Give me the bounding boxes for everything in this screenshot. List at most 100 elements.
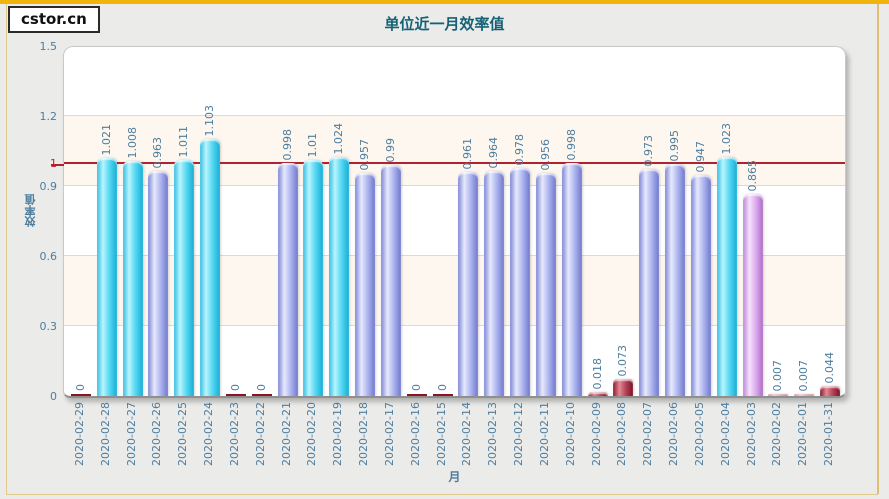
bar-2020-02-23 xyxy=(225,394,246,396)
bar-2020-02-20 xyxy=(303,160,324,396)
bar-value-label: 0.957 xyxy=(358,138,372,171)
x-tick-label: 2020-02-19 xyxy=(331,402,345,466)
bar-value-label: 0.007 xyxy=(771,359,785,392)
bar-2020-02-02 xyxy=(768,394,789,396)
bar-value-label: 1.01 xyxy=(306,132,320,158)
bar-value-label: 0 xyxy=(409,384,423,391)
bar-value-label: 1.103 xyxy=(203,104,217,137)
bar-2020-01-31 xyxy=(820,386,841,396)
bar-2020-02-19 xyxy=(329,157,350,396)
bar-value-label: 0 xyxy=(254,384,268,391)
y-tick-label: 0 xyxy=(50,390,57,403)
chart-panel: 0 1.021 1.008 0.963 1.011 1.103 0 0 0.998 1.01 1.0… xyxy=(63,46,846,398)
x-tick-label: 2020-02-05 xyxy=(692,402,706,466)
bar-2020-02-27 xyxy=(122,161,143,396)
bar-2020-02-03 xyxy=(742,194,763,396)
x-tick-label: 2020-02-03 xyxy=(744,402,758,466)
bar-value-label: 0.865 xyxy=(745,159,759,192)
cstor-logo[interactable]: cstor.cn xyxy=(8,6,100,33)
x-tick-label: 2020-02-26 xyxy=(150,402,164,466)
y-tick-label: 1 xyxy=(0,157,57,170)
bar-2020-02-15 xyxy=(432,394,453,396)
bar-value-label: 0 xyxy=(435,384,449,391)
bar-value-label: 1.021 xyxy=(99,123,113,156)
x-tick-label: 2020-02-17 xyxy=(382,402,396,466)
page-title: 单位近一月效率值 xyxy=(384,15,505,33)
grid-line xyxy=(64,185,845,186)
bar-2020-02-29 xyxy=(70,394,91,396)
plot-band xyxy=(64,116,845,186)
bar-2020-02-05 xyxy=(690,175,711,396)
bar-2020-02-14 xyxy=(458,172,479,396)
x-tick-label: 2020-02-12 xyxy=(512,402,526,466)
left-accent-line xyxy=(6,4,7,494)
x-tick-label: 2020-02-22 xyxy=(253,402,267,466)
plot-band xyxy=(64,256,845,326)
x-tick-label: 2020-02-15 xyxy=(434,402,448,466)
x-tick-label: 2020-01-31 xyxy=(822,402,836,466)
bar-2020-02-21 xyxy=(277,163,298,396)
bar-2020-02-22 xyxy=(251,394,272,396)
bottom-accent-line xyxy=(6,494,878,495)
x-tick-label: 2020-02-20 xyxy=(305,402,319,466)
grid-line xyxy=(64,255,845,256)
bar-value-label: 0.018 xyxy=(590,357,604,390)
x-tick-label: 2020-02-29 xyxy=(72,402,86,466)
y-tick-label: 0.3 xyxy=(39,320,58,333)
x-tick-label: 2020-02-09 xyxy=(589,402,603,466)
bar-2020-02-07 xyxy=(639,169,660,396)
bar-2020-02-17 xyxy=(380,165,401,396)
bar-2020-02-08 xyxy=(613,379,634,396)
grid-line xyxy=(64,115,845,116)
bar-value-label: 1.023 xyxy=(719,122,733,155)
x-tick-label: 2020-02-08 xyxy=(615,402,629,466)
bar-2020-02-01 xyxy=(794,394,815,396)
bar-value-label: 1.011 xyxy=(177,125,191,158)
bar-value-label: 0.963 xyxy=(151,136,165,169)
bar-value-label: 0.998 xyxy=(564,128,578,161)
x-axis-title: 月 xyxy=(448,470,461,484)
bar-2020-02-04 xyxy=(716,157,737,396)
bar-value-label: 0.956 xyxy=(538,138,552,171)
bar-2020-02-12 xyxy=(510,168,531,396)
y-tick-label: 1.2 xyxy=(39,110,58,123)
reference-tick xyxy=(51,163,64,166)
grid-line xyxy=(64,325,845,326)
bar-2020-02-18 xyxy=(355,173,376,396)
bar-2020-02-16 xyxy=(406,394,427,396)
bar-value-label: 0.99 xyxy=(383,137,397,163)
bar-value-label: 1.008 xyxy=(125,126,139,159)
top-accent-bar xyxy=(0,0,889,4)
x-tick-label: 2020-02-07 xyxy=(641,402,655,466)
bar-value-label: 1.024 xyxy=(332,122,346,155)
x-tick-label: 2020-02-11 xyxy=(537,402,551,466)
bar-value-label: 0.947 xyxy=(693,140,707,173)
bar-value-label: 0.995 xyxy=(668,129,682,162)
bar-value-label: 0 xyxy=(73,384,87,391)
bar-value-label: 0.961 xyxy=(461,137,475,170)
x-tick-label: 2020-02-14 xyxy=(460,402,474,466)
x-tick-label: 2020-02-23 xyxy=(227,402,241,466)
bar-value-label: 0.998 xyxy=(280,128,294,161)
x-tick-label: 2020-02-27 xyxy=(124,402,138,466)
x-tick-label: 2020-02-06 xyxy=(667,402,681,466)
x-tick-label: 2020-02-01 xyxy=(796,402,810,466)
right-accent-line xyxy=(877,4,879,494)
bar-value-label: 0.073 xyxy=(616,344,630,377)
x-tick-label: 2020-02-21 xyxy=(279,402,293,466)
x-tick-label: 2020-02-25 xyxy=(176,402,190,466)
bar-2020-02-26 xyxy=(148,171,169,396)
bar-2020-02-24 xyxy=(200,139,221,396)
x-tick-label: 2020-02-04 xyxy=(718,402,732,466)
x-tick-label: 2020-02-02 xyxy=(770,402,784,466)
bar-2020-02-06 xyxy=(665,164,686,396)
bar-value-label: 0.007 xyxy=(797,359,811,392)
bar-2020-02-10 xyxy=(561,163,582,396)
bar-2020-02-13 xyxy=(484,171,505,396)
bar-2020-02-25 xyxy=(174,160,195,396)
reference-line xyxy=(64,161,845,164)
y-axis-title: 效率值 xyxy=(24,194,37,227)
bar-2020-02-11 xyxy=(535,173,556,396)
x-tick-label: 2020-02-13 xyxy=(486,402,500,466)
